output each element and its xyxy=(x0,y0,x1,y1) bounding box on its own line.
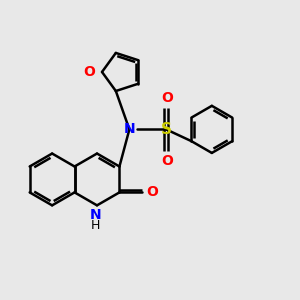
Text: N: N xyxy=(90,208,101,222)
Text: H: H xyxy=(91,219,100,232)
Text: N: N xyxy=(124,122,135,136)
Text: O: O xyxy=(84,65,95,79)
Text: O: O xyxy=(161,91,173,105)
Text: O: O xyxy=(146,185,158,200)
Text: S: S xyxy=(161,122,172,137)
Text: O: O xyxy=(161,154,173,167)
